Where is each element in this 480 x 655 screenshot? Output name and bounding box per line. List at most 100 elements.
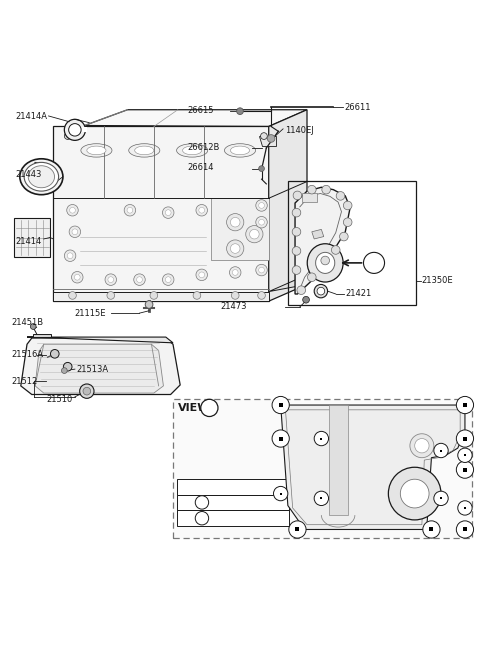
Bar [288, 181, 416, 305]
Text: 26614: 26614 [187, 163, 214, 172]
Text: 1140GD: 1140GD [243, 498, 274, 507]
Circle shape [308, 273, 316, 282]
Circle shape [232, 270, 238, 275]
Circle shape [314, 491, 328, 506]
Circle shape [108, 277, 114, 282]
Ellipse shape [177, 143, 208, 157]
Text: a: a [200, 499, 204, 506]
Polygon shape [211, 198, 269, 261]
Circle shape [145, 301, 153, 309]
Circle shape [267, 135, 275, 142]
Text: 1140ER: 1140ER [243, 514, 273, 523]
Circle shape [363, 252, 384, 273]
Text: PNC: PNC [251, 482, 266, 491]
Circle shape [199, 272, 204, 278]
Polygon shape [82, 128, 87, 132]
Circle shape [83, 387, 91, 395]
Circle shape [30, 324, 36, 329]
Text: a: a [463, 403, 467, 407]
Circle shape [272, 396, 289, 414]
Circle shape [258, 291, 265, 299]
Ellipse shape [81, 143, 112, 157]
Circle shape [105, 274, 117, 286]
Polygon shape [53, 126, 269, 301]
Circle shape [272, 430, 289, 447]
Circle shape [415, 439, 429, 453]
Text: a: a [279, 436, 283, 441]
Circle shape [456, 461, 474, 478]
Bar [177, 495, 289, 510]
Text: VIEW: VIEW [178, 403, 210, 413]
Polygon shape [259, 136, 276, 145]
Circle shape [199, 208, 204, 213]
Text: a: a [430, 527, 433, 532]
Circle shape [259, 267, 264, 273]
Polygon shape [312, 229, 324, 239]
Ellipse shape [24, 162, 59, 191]
Text: 21513A: 21513A [76, 365, 108, 373]
Circle shape [274, 487, 288, 501]
Circle shape [64, 119, 85, 140]
Polygon shape [33, 333, 51, 337]
Polygon shape [53, 291, 269, 301]
Ellipse shape [28, 166, 55, 188]
Circle shape [289, 521, 306, 538]
Circle shape [201, 400, 218, 417]
Circle shape [227, 214, 244, 231]
Circle shape [64, 133, 71, 140]
Circle shape [308, 185, 316, 194]
Text: 21443: 21443 [15, 170, 41, 179]
Circle shape [343, 201, 352, 210]
Circle shape [134, 274, 145, 286]
Circle shape [343, 218, 352, 227]
Circle shape [256, 265, 267, 276]
Ellipse shape [388, 467, 441, 520]
Circle shape [64, 250, 76, 261]
Circle shape [150, 291, 157, 299]
Ellipse shape [230, 146, 250, 155]
Text: A: A [371, 258, 377, 267]
Circle shape [458, 501, 472, 515]
Text: 21421: 21421 [345, 290, 372, 299]
Ellipse shape [307, 244, 343, 282]
Polygon shape [295, 187, 350, 294]
Polygon shape [21, 338, 180, 394]
Circle shape [256, 216, 267, 228]
Text: a: a [296, 527, 300, 532]
Circle shape [261, 133, 267, 140]
Text: 21414A: 21414A [15, 113, 47, 121]
Circle shape [246, 225, 263, 243]
Circle shape [80, 384, 94, 398]
Text: a: a [463, 527, 467, 532]
Circle shape [259, 166, 264, 172]
Circle shape [74, 274, 80, 280]
Polygon shape [328, 405, 348, 515]
Text: b: b [320, 496, 323, 501]
Circle shape [72, 272, 83, 283]
Ellipse shape [225, 143, 255, 157]
Circle shape [339, 233, 348, 241]
Circle shape [229, 267, 241, 278]
Circle shape [458, 448, 472, 462]
Circle shape [314, 284, 327, 298]
Ellipse shape [182, 146, 202, 155]
Ellipse shape [400, 479, 429, 508]
Ellipse shape [20, 159, 63, 195]
Circle shape [193, 291, 201, 299]
Bar [177, 479, 289, 495]
Circle shape [423, 521, 440, 538]
Circle shape [250, 229, 259, 239]
Circle shape [69, 291, 76, 299]
Text: 21115E: 21115E [75, 309, 107, 318]
Circle shape [195, 496, 209, 509]
Circle shape [50, 350, 59, 358]
Text: b: b [439, 448, 443, 453]
Circle shape [456, 521, 474, 538]
Circle shape [322, 185, 330, 194]
Circle shape [256, 200, 267, 211]
Polygon shape [35, 345, 163, 393]
Circle shape [259, 219, 264, 225]
Circle shape [237, 108, 243, 115]
Polygon shape [269, 110, 307, 301]
Bar [14, 218, 50, 257]
